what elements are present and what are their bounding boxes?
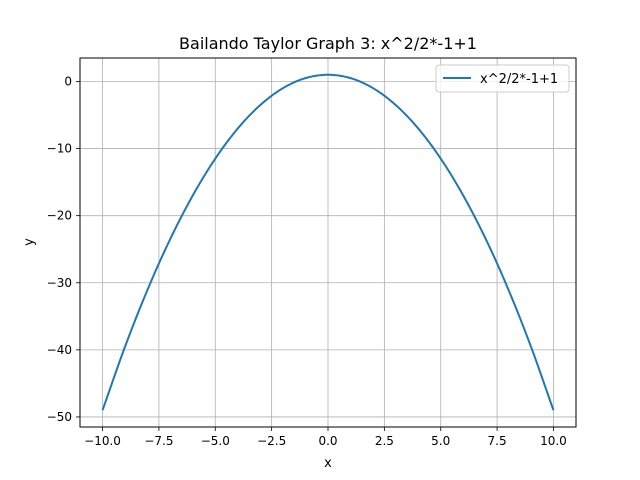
y-tick-label: −30 xyxy=(47,276,72,290)
x-tick-label: 5.0 xyxy=(431,434,450,448)
x-tick-label: −7.5 xyxy=(144,434,173,448)
x-tick-label: −2.5 xyxy=(257,434,286,448)
y-tick-label: −50 xyxy=(47,410,72,424)
legend-entry: x^2/2*-1+1 xyxy=(480,72,558,87)
legend-box xyxy=(435,64,570,93)
series-group xyxy=(101,73,555,411)
chart-title: Bailando Taylor Graph 3: x^2/2*-1+1 xyxy=(179,34,477,53)
x-axis-label: x xyxy=(324,456,332,471)
y-tick-label: −40 xyxy=(47,343,72,357)
y-axis-ticks: 0 −10 −20 −30 −40 −50 xyxy=(47,74,80,424)
x-tick-label: −5.0 xyxy=(201,434,230,448)
y-tick-label: −20 xyxy=(47,209,72,223)
x-tick-label: 10.0 xyxy=(540,434,567,448)
y-tick-label: −10 xyxy=(47,142,72,156)
x-tick-label: 7.5 xyxy=(488,434,507,448)
x-tick-label: 2.5 xyxy=(375,434,394,448)
y-axis-label: y xyxy=(22,238,37,246)
x-tick-label: −10.0 xyxy=(84,434,121,448)
x-axis-ticks: −10.0 −7.5 −5.0 −2.5 0.0 2.5 5.0 7.5 10.0 xyxy=(84,427,567,448)
legend: x^2/2*-1+1 xyxy=(435,64,570,93)
x-tick-label: 0.0 xyxy=(318,434,337,448)
series-line xyxy=(101,73,555,411)
y-tick-label: 0 xyxy=(64,74,72,88)
